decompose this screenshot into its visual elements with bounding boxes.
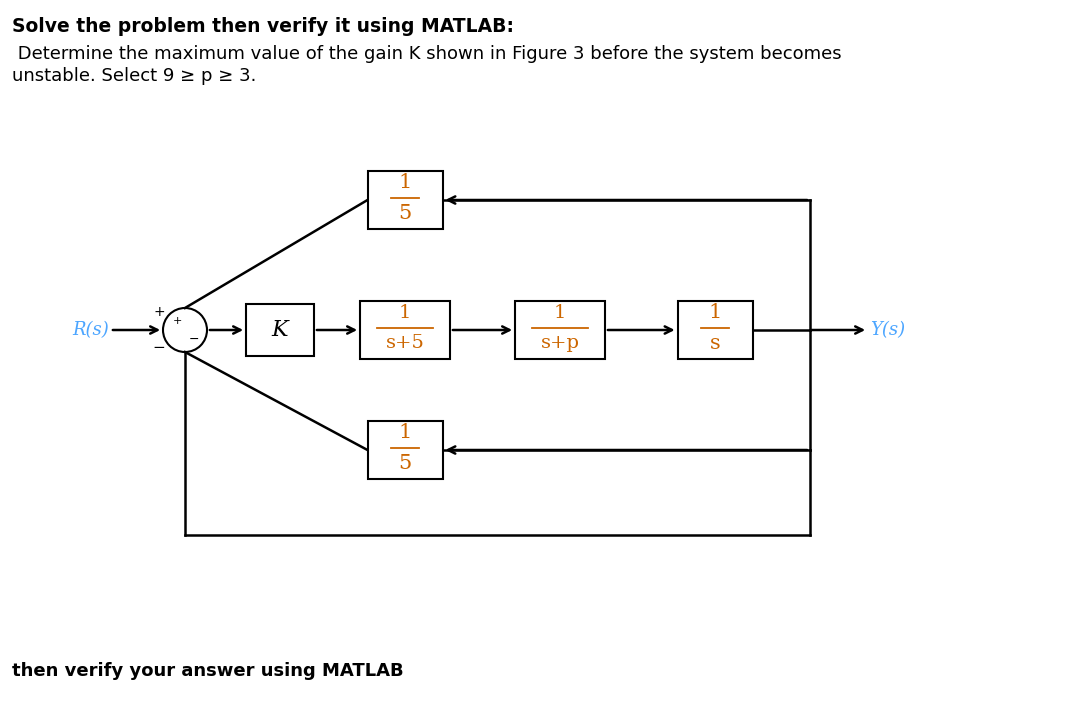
Text: 1: 1 — [398, 423, 411, 442]
Text: 5: 5 — [398, 454, 411, 473]
Text: then verify your answer using MATLAB: then verify your answer using MATLAB — [12, 662, 404, 680]
Bar — [246, 304, 314, 356]
Bar — [515, 301, 604, 359]
Text: +: + — [153, 305, 164, 319]
Text: −: − — [153, 341, 166, 356]
Text: 1: 1 — [398, 173, 411, 192]
Text: s+5: s+5 — [386, 334, 424, 352]
Text: Solve the problem then verify it using MATLAB:: Solve the problem then verify it using M… — [12, 17, 514, 36]
Text: 1: 1 — [398, 304, 411, 322]
Text: R(s): R(s) — [72, 321, 109, 339]
Text: Y(s): Y(s) — [870, 321, 905, 339]
Text: +: + — [172, 316, 182, 326]
Text: K: K — [271, 319, 288, 341]
Bar — [677, 301, 753, 359]
Bar — [360, 301, 450, 359]
Text: 1: 1 — [554, 304, 566, 322]
Text: unstable. Select 9 ≥ p ≥ 3.: unstable. Select 9 ≥ p ≥ 3. — [12, 67, 256, 85]
Text: s+p: s+p — [540, 334, 580, 352]
Text: 1: 1 — [708, 303, 722, 322]
Text: 5: 5 — [398, 204, 411, 223]
Text: −: − — [189, 332, 200, 346]
Text: Determine the maximum value of the gain K shown in Figure 3 before the system be: Determine the maximum value of the gain … — [12, 45, 842, 63]
Bar — [367, 421, 442, 479]
Bar — [367, 171, 442, 229]
Text: s: s — [709, 334, 721, 353]
